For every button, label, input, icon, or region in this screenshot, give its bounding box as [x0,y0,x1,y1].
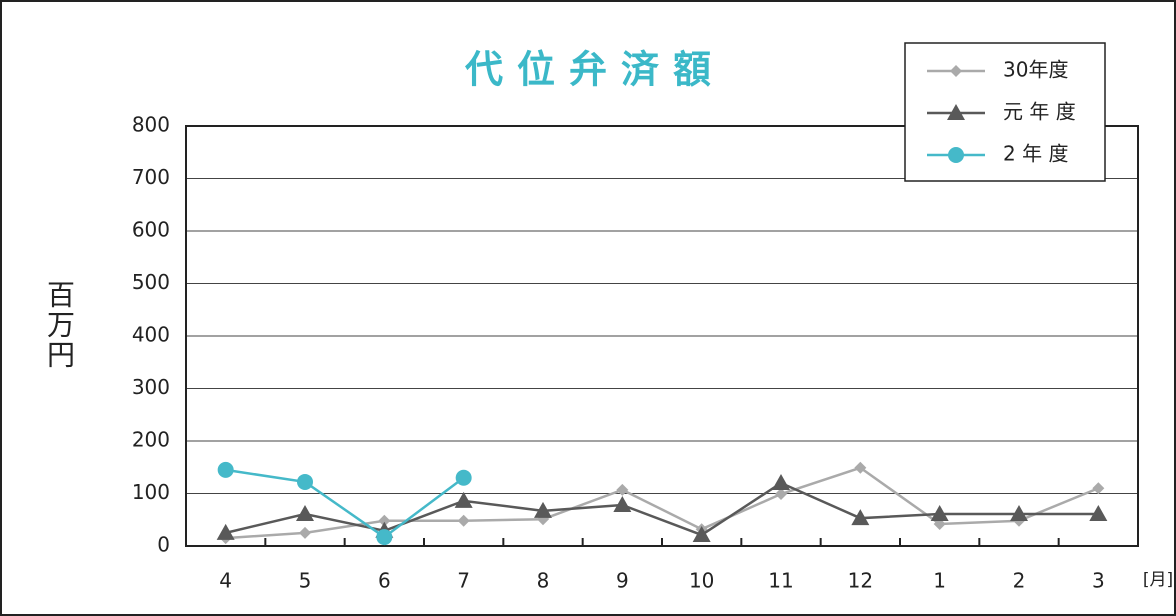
x-tick-label: 7 [457,569,470,593]
x-tick-label: 2 [1013,569,1026,593]
legend-label: 2 年 度 [1003,142,1068,166]
y-tick-label: 200 [132,428,170,452]
x-tick-label: 9 [616,569,629,593]
data-point [376,529,393,546]
data-point [217,461,234,478]
series-line [225,466,1099,540]
y-tick-label: 400 [132,323,170,347]
data-point [854,461,867,474]
data-point [454,491,473,508]
data-point [216,523,235,540]
data-point [1010,504,1028,521]
x-tick-label: 5 [299,569,312,593]
x-tick-label: 3 [1092,569,1105,593]
data-point [455,469,472,486]
y-tick-label: 300 [132,375,170,399]
data-point [772,474,790,490]
data-point [1089,504,1108,521]
data-point [534,501,552,518]
y-tick-label: 800 [132,113,170,137]
legend-marker [947,104,965,120]
legend-marker [950,65,962,77]
data-point [613,496,632,513]
y-tick-label: 500 [132,270,170,294]
legend-label: 30年度 [1003,58,1068,82]
data-point [692,525,711,542]
x-tick-label: 4 [219,569,232,593]
data-point [930,504,949,521]
x-tick-label: 12 [848,569,873,593]
data-point [775,488,787,501]
data-point [299,526,311,539]
y-tick-label: 600 [132,218,170,242]
data-point [851,509,870,526]
y-axis-label: 百万円 [43,280,76,370]
data-point [297,473,313,490]
data-point [1092,482,1105,495]
y-tick-label: 0 [157,533,170,557]
x-tick-label: 8 [537,569,550,593]
y-tick-label: 100 [132,480,170,504]
data-point [296,504,314,521]
data-point [457,514,470,527]
y-tick-label: 700 [132,165,170,189]
legend-marker [948,147,964,163]
chart-title: 代位弁済額 [465,48,725,92]
data-point [378,514,391,527]
x-unit: [月] [1143,570,1173,590]
data-point [616,483,629,496]
legend-label: 元 年 度 [1003,100,1076,124]
x-tick-label: 1 [933,569,946,593]
x-tick-label: 10 [689,569,714,593]
x-tick-label: 11 [768,569,793,593]
series-line [225,468,465,539]
x-tick-label: 6 [378,569,391,593]
